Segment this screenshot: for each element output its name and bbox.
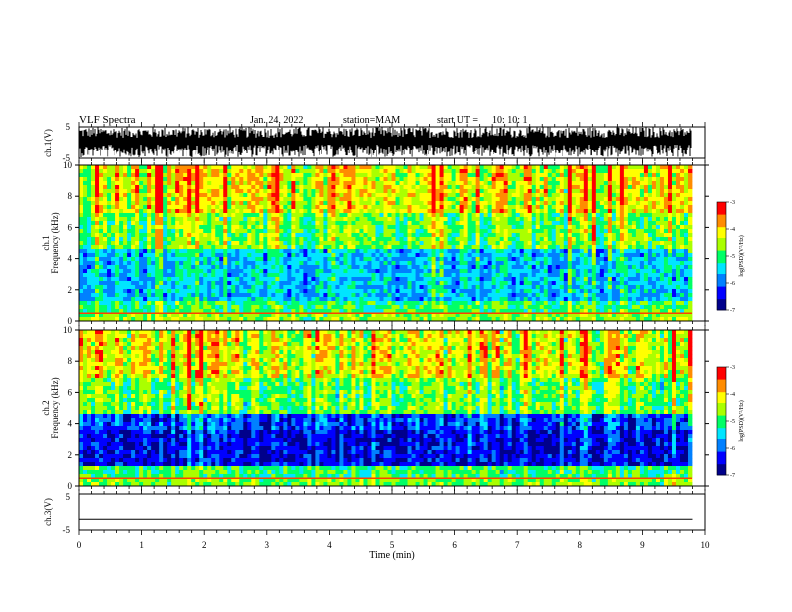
time-tick-label: 8 xyxy=(578,540,583,550)
figure-start-label: start UT = xyxy=(437,115,478,126)
time-tick-label: 2 xyxy=(202,540,207,550)
spectrogram-ytick-label: 10 xyxy=(63,160,73,170)
colorbar-tick-label: -3 xyxy=(730,200,735,206)
ch1-ytick-bottom: -5 xyxy=(63,153,71,163)
colorbar-tick-label: -6 xyxy=(730,446,735,452)
ch1-spectrogram-channel-label: ch.1 xyxy=(41,235,51,250)
spectrogram-ytick-label: 2 xyxy=(68,450,73,460)
ch3-waveform-ylabel: ch.3(V) xyxy=(43,498,53,526)
ch1-ytick-top: 5 xyxy=(66,122,71,132)
time-tick-label: 3 xyxy=(265,540,270,550)
ch1-waveform-trace xyxy=(79,127,692,157)
ch3-waveform-frame xyxy=(78,493,706,531)
colorbar-tick-label: -4 xyxy=(730,227,735,233)
time-tick-labels: 0 1 2 3 4 5 6 7 8 9 10 xyxy=(77,540,710,550)
ch2-spectrogram-image xyxy=(79,330,705,487)
colorbar-tick-label: -4 xyxy=(730,392,735,398)
ch2-spectrogram-channel-label: ch.2 xyxy=(41,400,51,415)
ch1-waveform-panel: 5 -5 ch.1(V) xyxy=(43,122,706,163)
figure-date: Jan. 24, 2022 xyxy=(250,115,303,126)
colorbar-tick-label: -7 xyxy=(730,473,735,479)
colorbar-label: log(PSD)(V²/Hz) xyxy=(738,400,745,441)
figure-start-time: 10: 10: 1 xyxy=(492,115,528,126)
time-tick-label: 0 xyxy=(77,540,82,550)
time-tick-label: 10 xyxy=(701,540,711,550)
time-tick-label: 7 xyxy=(515,540,520,550)
spectrogram-ytick-label: 4 xyxy=(68,254,73,264)
colorbar-tick-label: -5 xyxy=(730,254,735,260)
ch1-colorbar: -3 -4 -5 -6 -7 log(PSD)(V²/Hz) xyxy=(716,200,745,314)
ch1-spectrogram-yticks: 0 2 4 6 8 10 xyxy=(63,160,709,326)
spectrogram-ytick-label: 6 xyxy=(68,222,73,232)
ch1-waveform-line xyxy=(79,127,692,157)
colorbar-tick-label: -7 xyxy=(730,308,735,314)
spectrogram-ytick-label: 6 xyxy=(68,387,73,397)
spectrogram-ytick-label: 4 xyxy=(68,419,73,429)
time-tick-label: 4 xyxy=(327,540,332,550)
figure-station: station=MAM xyxy=(343,115,400,126)
spectrogram-ytick-label: 0 xyxy=(68,316,73,326)
ch3-ytick-bottom: -5 xyxy=(63,525,71,535)
ch1-spectrogram-ylabel: Frequency (kHz) xyxy=(50,212,60,273)
ch3-waveform-panel: 5 -5 ch.3(V) xyxy=(43,492,706,535)
ch1-spectrogram-panel: 0 2 4 6 8 10 ch.1 Frequency (kHz) xyxy=(41,160,709,326)
colorbar-tick-label: -5 xyxy=(730,419,735,425)
spectrogram-ytick-label: 10 xyxy=(63,325,73,335)
ch1-spectrogram-image xyxy=(79,165,705,322)
ch1-waveform-ylabel: ch.1(V) xyxy=(43,129,53,157)
time-tick-marks xyxy=(78,122,706,535)
ch2-spectrogram-ylabel: Frequency (kHz) xyxy=(50,377,60,438)
colorbar-label: log(PSD)(V²/Hz) xyxy=(738,235,745,276)
colorbar-tick-label: -6 xyxy=(730,281,735,287)
spectrogram-ytick-label: 2 xyxy=(68,285,73,295)
time-tick-label: 6 xyxy=(452,540,457,550)
time-axis-label: Time (min) xyxy=(369,550,414,561)
ch2-spectrogram-panel: 0 2 4 6 8 10 ch.2 Frequency (kHz) xyxy=(41,325,709,491)
ch2-spectrogram-yticks: 0 2 4 6 8 10 xyxy=(63,325,709,491)
figure-title: VLF Spectra xyxy=(79,114,136,126)
time-tick-label: 1 xyxy=(139,540,144,550)
ch3-ytick-top: 5 xyxy=(66,492,71,502)
time-tick-label: 9 xyxy=(640,540,645,550)
spectrogram-ytick-label: 8 xyxy=(68,356,73,366)
time-tick-label: 5 xyxy=(390,540,395,550)
spectrogram-ytick-label: 8 xyxy=(68,191,73,201)
ch1-waveform-gaps xyxy=(88,150,688,157)
colorbar-tick-label: -3 xyxy=(730,365,735,371)
ch2-colorbar: -3 -4 -5 -6 -7 log(PSD)(V²/Hz) xyxy=(716,365,745,479)
spectrogram-ytick-label: 0 xyxy=(68,481,73,491)
